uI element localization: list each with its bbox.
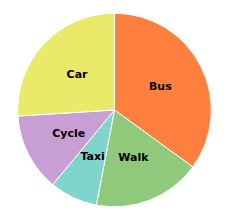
svg-text:Walk: Walk — [118, 151, 149, 164]
svg-text:Car: Car — [67, 68, 88, 81]
svg-text:Taxi: Taxi — [80, 150, 104, 163]
svg-text:Cycle: Cycle — [52, 127, 85, 140]
svg-text:Bus: Bus — [149, 80, 172, 93]
